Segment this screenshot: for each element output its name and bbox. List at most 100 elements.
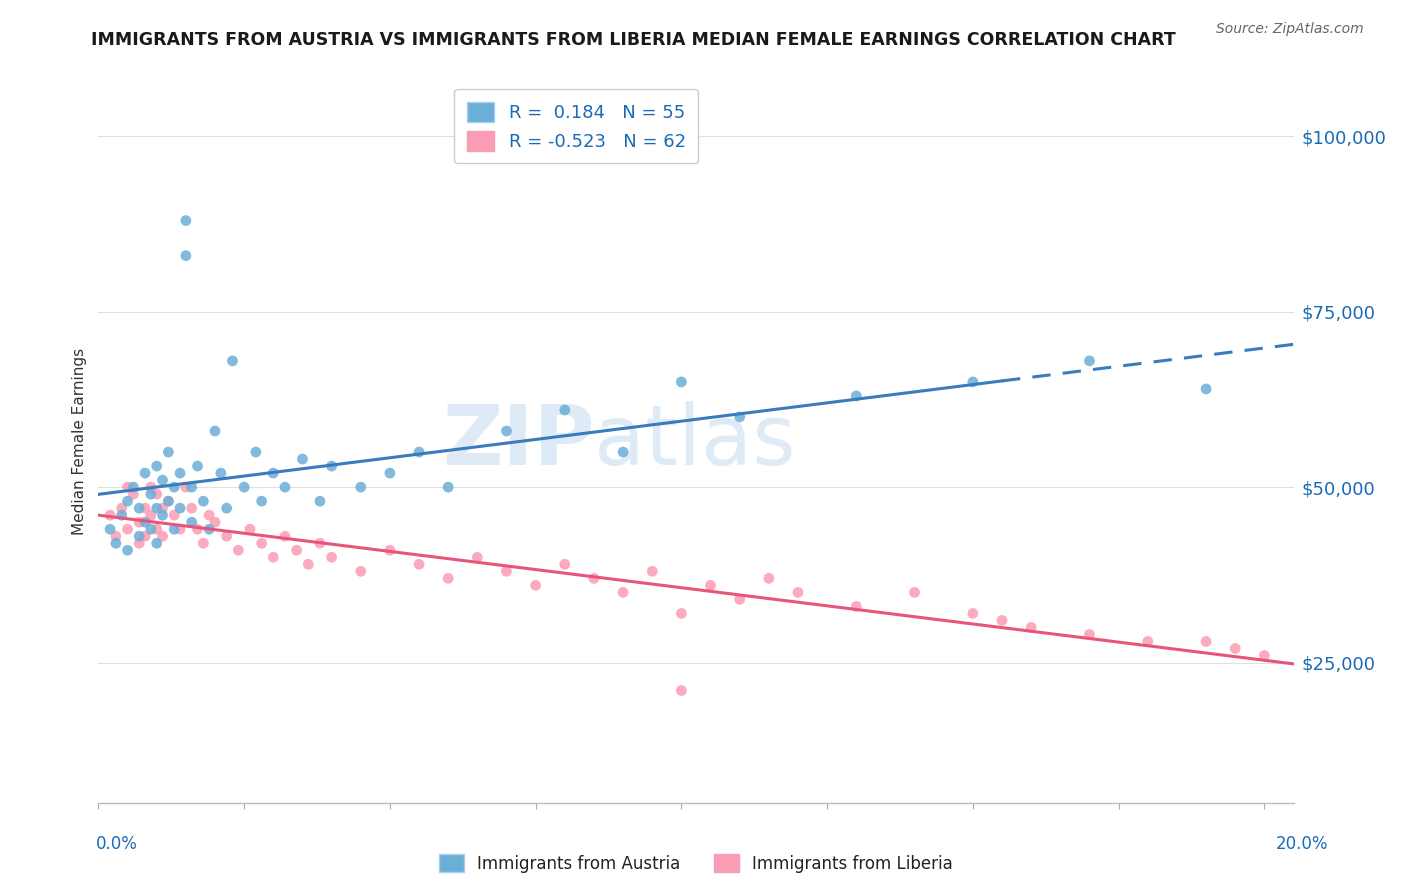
Point [180, 480, 202, 494]
Point [1019, 620, 1042, 634]
Point [152, 508, 174, 523]
Point [378, 466, 401, 480]
Point [228, 543, 250, 558]
Point [139, 480, 162, 494]
Point [554, 558, 576, 572]
Point [145, 501, 167, 516]
Point [903, 585, 925, 599]
Point [524, 578, 547, 592]
Point [98, 508, 121, 523]
Point [309, 536, 332, 550]
Point [297, 558, 319, 572]
Point [117, 494, 139, 508]
Point [250, 536, 273, 550]
Point [350, 480, 373, 494]
Point [612, 445, 634, 459]
Point [309, 494, 332, 508]
Text: Source: ZipAtlas.com: Source: ZipAtlas.com [1216, 22, 1364, 37]
Text: 20.0%: 20.0% [1277, 835, 1329, 853]
Point [169, 522, 191, 536]
Point [128, 515, 150, 529]
Point [134, 466, 156, 480]
Point [104, 536, 127, 550]
Point [134, 501, 156, 516]
Point [169, 501, 191, 516]
Point [845, 599, 868, 614]
Point [163, 522, 186, 536]
Point [145, 487, 167, 501]
Point [758, 571, 780, 585]
Point [215, 501, 238, 516]
Point [209, 466, 232, 480]
Point [163, 508, 186, 523]
Point [495, 564, 517, 578]
Point [467, 550, 489, 565]
Point [152, 473, 174, 487]
Point [186, 522, 208, 536]
Point [157, 445, 180, 459]
Point [145, 522, 167, 536]
Point [104, 529, 127, 543]
Point [1078, 354, 1101, 368]
Point [378, 543, 401, 558]
Point [128, 536, 150, 550]
Point [274, 480, 297, 494]
Point [728, 592, 751, 607]
Text: atlas: atlas [595, 401, 796, 482]
Point [612, 585, 634, 599]
Point [1225, 641, 1247, 656]
Point [699, 578, 721, 592]
Point [437, 480, 460, 494]
Text: 0.0%: 0.0% [96, 835, 138, 853]
Point [122, 487, 145, 501]
Point [128, 529, 150, 543]
Point [198, 522, 221, 536]
Point [139, 487, 162, 501]
Point [321, 459, 343, 474]
Point [215, 529, 238, 543]
Point [163, 480, 186, 494]
Point [408, 445, 430, 459]
Point [321, 550, 343, 565]
Point [145, 536, 167, 550]
Point [728, 409, 751, 424]
Point [186, 459, 208, 474]
Point [274, 529, 297, 543]
Point [134, 529, 156, 543]
Point [204, 424, 226, 438]
Point [157, 494, 180, 508]
Point [962, 375, 984, 389]
Point [408, 558, 430, 572]
Point [641, 564, 664, 578]
Point [291, 452, 314, 467]
Legend: Immigrants from Austria, Immigrants from Liberia: Immigrants from Austria, Immigrants from… [430, 846, 962, 881]
Point [1253, 648, 1275, 663]
Point [350, 564, 373, 578]
Point [962, 607, 984, 621]
Point [671, 683, 693, 698]
Point [139, 522, 162, 536]
Point [152, 529, 174, 543]
Point [262, 466, 284, 480]
Point [437, 571, 460, 585]
Point [991, 614, 1014, 628]
Point [180, 515, 202, 529]
Point [145, 459, 167, 474]
Point [180, 501, 202, 516]
Point [495, 424, 517, 438]
Text: IMMIGRANTS FROM AUSTRIA VS IMMIGRANTS FROM LIBERIA MEDIAN FEMALE EARNINGS CORREL: IMMIGRANTS FROM AUSTRIA VS IMMIGRANTS FR… [91, 31, 1177, 49]
Y-axis label: Median Female Earnings: Median Female Earnings [72, 348, 87, 535]
Point [174, 480, 197, 494]
Point [111, 508, 134, 523]
Point [671, 607, 693, 621]
Point [193, 536, 215, 550]
Point [582, 571, 605, 585]
Point [787, 585, 810, 599]
Point [117, 543, 139, 558]
Point [117, 522, 139, 536]
Point [1195, 382, 1218, 396]
Point [174, 213, 197, 227]
Point [111, 501, 134, 516]
Point [671, 375, 693, 389]
Point [98, 522, 121, 536]
